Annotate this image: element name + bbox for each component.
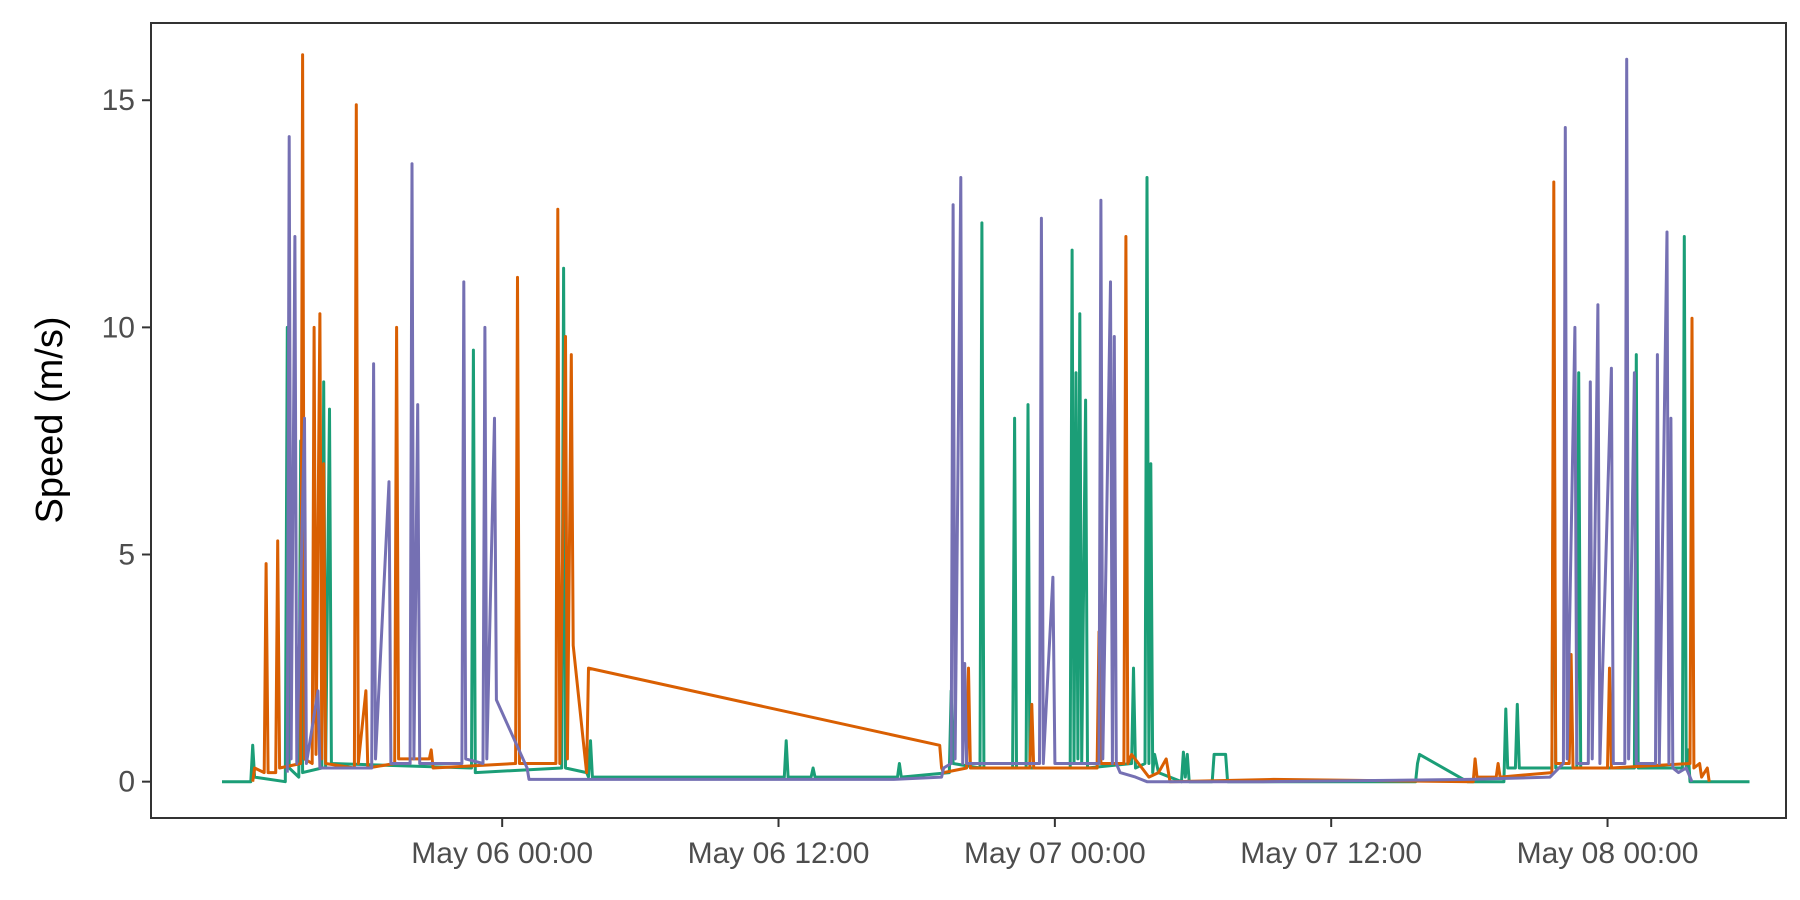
y-tick-label: 10 <box>102 311 135 344</box>
y-tick-label: 0 <box>118 766 135 799</box>
x-tick-label: May 08 00:00 <box>1517 837 1699 870</box>
x-tick-label: May 06 12:00 <box>688 837 870 870</box>
y-tick-label: 5 <box>118 539 135 572</box>
y-axis: 0 5 10 15 <box>102 84 151 799</box>
x-tick-label: May 06 00:00 <box>411 837 593 870</box>
x-tick-label: May 07 12:00 <box>1240 837 1422 870</box>
panel-border <box>150 22 1787 819</box>
x-axis: May 06 00:00 May 06 12:00 May 07 00:00 May … <box>411 818 1698 870</box>
series-line-3 <box>285 57 1694 784</box>
y-tick-label: 15 <box>102 84 135 117</box>
y-axis-title: Speed (m/s) <box>29 317 71 524</box>
x-tick-label: May 07 00:00 <box>964 837 1146 870</box>
series-layer <box>222 53 1750 784</box>
series-line-2 <box>251 53 1711 784</box>
series-line-1 <box>222 176 1750 784</box>
